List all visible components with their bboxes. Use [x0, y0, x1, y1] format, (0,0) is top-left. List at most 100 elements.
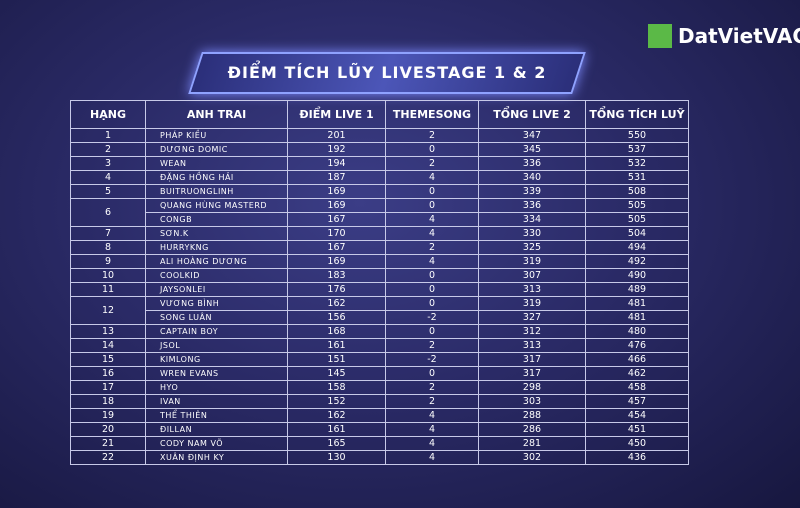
- score-cell: 4: [385, 450, 479, 465]
- score-cell: 340: [478, 170, 586, 185]
- score-cell: 192: [287, 142, 386, 157]
- score-cell: 162: [287, 408, 386, 423]
- logo: DatVietVAC: [648, 24, 800, 48]
- rank-cell: 18: [70, 394, 146, 409]
- score-cell: 2: [385, 338, 479, 353]
- score-cell: 347: [478, 128, 586, 143]
- score-cell: 161: [287, 338, 386, 353]
- table-row: 12 VƯƠNG BÌNH 162 0 319 481: [70, 296, 689, 325]
- table-row: 2 DƯƠNG DOMIC 192 0 345 537: [70, 142, 689, 157]
- score-cell: 130: [287, 450, 386, 465]
- rank-cell: 14: [70, 338, 146, 353]
- score-cell: 504: [585, 226, 689, 241]
- score-cell: 4: [385, 422, 479, 437]
- score-cell: 508: [585, 184, 689, 199]
- table-row: 8 HURRYKNG 167 2 325 494: [70, 240, 689, 255]
- score-cell: 183: [287, 268, 386, 283]
- score-cell: 0: [385, 184, 479, 199]
- column-header: THEMESONG: [385, 100, 479, 129]
- score-cell: 194: [287, 156, 386, 171]
- name-cell: ALI HOÀNG DƯƠNG: [145, 254, 288, 269]
- name-cell: THỂ THIÊN: [145, 408, 288, 423]
- table-row: 14 JSOL 161 2 313 476: [70, 338, 689, 353]
- score-cell: 436: [585, 450, 689, 465]
- name-cell: KIMLONG: [145, 352, 288, 367]
- score-cell: 0: [385, 198, 479, 213]
- name-cell: CAPTAIN BOY: [145, 324, 288, 339]
- rank-cell: 21: [70, 436, 146, 451]
- score-cell: 286: [478, 422, 586, 437]
- rank-cell: 12: [70, 296, 146, 325]
- name-cell: COOLKID: [145, 268, 288, 283]
- score-cell: 476: [585, 338, 689, 353]
- score-cell: 312: [478, 324, 586, 339]
- table-row: 18 IVAN 152 2 303 457: [70, 394, 689, 409]
- score-cell: 450: [585, 436, 689, 451]
- score-cell: 165: [287, 436, 386, 451]
- score-cell: 2: [385, 128, 479, 143]
- score-cell: 317: [478, 366, 586, 381]
- name-cell: BUITRUONGLINH: [145, 184, 288, 199]
- column-header: TỔNG LIVE 2: [478, 100, 586, 129]
- table-row: 5 BUITRUONGLINH 169 0 339 508: [70, 184, 689, 199]
- rank-cell: 3: [70, 156, 146, 171]
- table-row: 22 XUÂN ĐỊNH KY 130 4 302 436: [70, 450, 689, 465]
- name-cell: HURRYKNG: [145, 240, 288, 255]
- table-row: 1 PHÁP KIỀU 201 2 347 550: [70, 128, 689, 143]
- table-row: 10 COOLKID 183 0 307 490: [70, 268, 689, 283]
- score-cell: 454: [585, 408, 689, 423]
- score-cell: 169: [287, 254, 386, 269]
- score-cell: 505: [585, 198, 689, 213]
- score-cell: 158: [287, 380, 386, 395]
- name-cell: CODY NAM VÕ: [145, 436, 288, 451]
- column-header: ANH TRAI: [145, 100, 288, 129]
- score-cell: 187: [287, 170, 386, 185]
- score-cell: 4: [385, 408, 479, 423]
- score-cell: 176: [287, 282, 386, 297]
- score-cell: 2: [385, 380, 479, 395]
- rank-cell: 20: [70, 422, 146, 437]
- score-cell: 307: [478, 268, 586, 283]
- score-cell: 162: [287, 296, 386, 311]
- rank-cell: 7: [70, 226, 146, 241]
- score-cell: 4: [385, 254, 479, 269]
- rank-cell: 1: [70, 128, 146, 143]
- score-cell: 532: [585, 156, 689, 171]
- table-row: 16 WREN EVANS 145 0 317 462: [70, 366, 689, 381]
- score-cell: 201: [287, 128, 386, 143]
- table-row: 11 JAYSONLEI 176 0 313 489: [70, 282, 689, 297]
- rank-cell: 11: [70, 282, 146, 297]
- score-cell: 327: [478, 310, 586, 325]
- score-cell: 313: [478, 282, 586, 297]
- score-cell: 505: [585, 212, 689, 227]
- rank-cell: 10: [70, 268, 146, 283]
- score-cell: 531: [585, 170, 689, 185]
- rank-cell: 6: [70, 198, 146, 227]
- rank-cell: 17: [70, 380, 146, 395]
- rank-cell: 4: [70, 170, 146, 185]
- score-cell: 169: [287, 198, 386, 213]
- score-cell: 458: [585, 380, 689, 395]
- name-cell: ĐẶNG HỒNG HẢI: [145, 170, 288, 185]
- rank-cell: 16: [70, 366, 146, 381]
- rank-cell: 22: [70, 450, 146, 465]
- score-cell: -2: [385, 352, 479, 367]
- table-row: SONG LUÂN 156 -2 327 481: [71, 310, 689, 325]
- score-cell: 167: [287, 240, 386, 255]
- name-cell: ĐILLAN: [145, 422, 288, 437]
- table-row: 7 SƠN.K 170 4 330 504: [70, 226, 689, 241]
- title: ĐIỂM TÍCH LŨY LIVESTAGE 1 & 2: [227, 63, 547, 82]
- table-body: 1 PHÁP KIỀU 201 2 347 550 2 DƯƠNG DOMIC 192 0 345 5…: [70, 128, 689, 465]
- score-cell: 481: [585, 296, 689, 311]
- name-cell: PHÁP KIỀU: [145, 128, 288, 143]
- score-cell: 0: [385, 282, 479, 297]
- table-row: 6 QUANG HÙNG MASTERD 169 0 336 505: [70, 198, 689, 227]
- score-cell: 4: [385, 226, 479, 241]
- score-cell: 334: [478, 212, 586, 227]
- score-cell: 2: [385, 394, 479, 409]
- name-cell: SONG LUÂN: [145, 310, 288, 325]
- score-cell: 494: [585, 240, 689, 255]
- score-cell: 288: [478, 408, 586, 423]
- score-cell: 2: [385, 156, 479, 171]
